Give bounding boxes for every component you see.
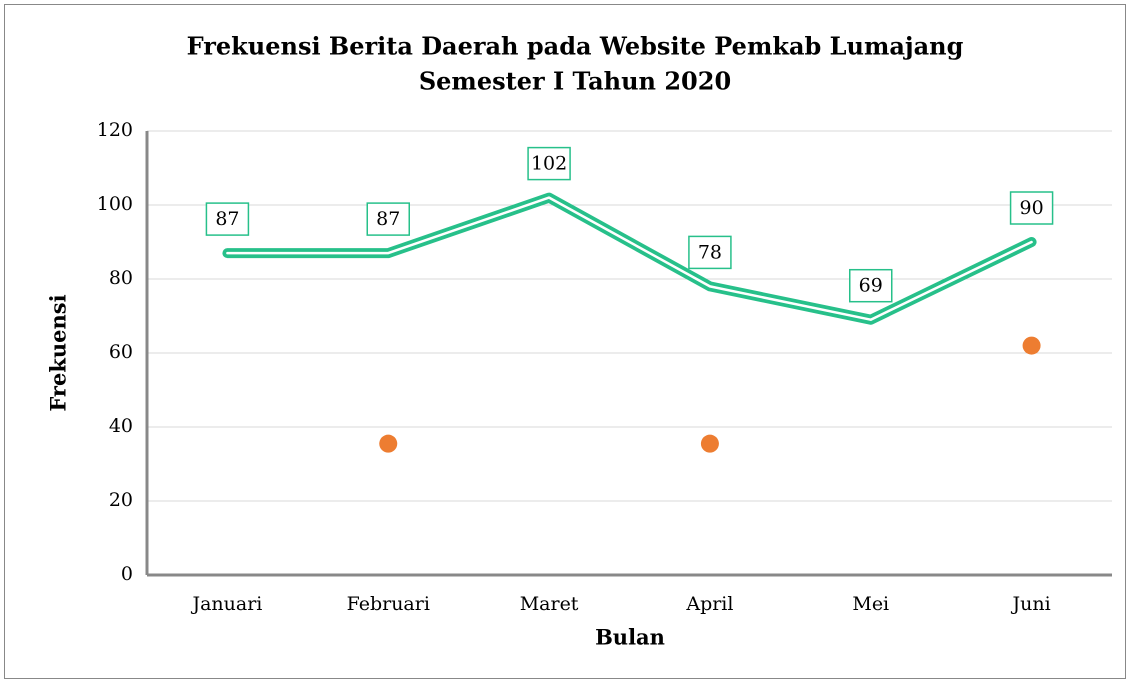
data-label: 87 xyxy=(215,208,239,230)
chart-subtitle: Semester I Tahun 2020 xyxy=(419,67,731,96)
data-label-box xyxy=(366,202,410,236)
data-label: 69 xyxy=(859,275,883,297)
marker xyxy=(379,434,398,453)
marker xyxy=(1022,336,1041,355)
data-label: 78 xyxy=(698,241,722,263)
marker xyxy=(700,434,719,453)
data-label: 102 xyxy=(531,153,567,175)
x-tick-label: April xyxy=(685,593,733,615)
data-label-box xyxy=(688,235,732,270)
x-tick-label: Juni xyxy=(1010,593,1050,615)
x-tick-label: Maret xyxy=(520,593,579,615)
y-tick-label: 0 xyxy=(121,563,133,585)
y-tick-label: 20 xyxy=(109,489,133,511)
data-label: 90 xyxy=(1019,197,1043,219)
x-tick-label: Mei xyxy=(852,593,889,615)
y-tick-label: 60 xyxy=(109,341,133,363)
frame xyxy=(4,4,1126,679)
x-tick-label: Februari xyxy=(347,593,430,615)
x-axis-title: Bulan xyxy=(595,625,665,650)
y-tick-label: 100 xyxy=(97,193,133,215)
y-tick-label: 40 xyxy=(109,415,133,437)
chart-title: Frekuensi Berita Daerah pada Website Pem… xyxy=(187,32,964,61)
y-axis-title: Frekuensi xyxy=(46,294,71,411)
data-label-box xyxy=(1009,191,1054,225)
y-tick-label: 80 xyxy=(109,267,133,289)
data-label: 87 xyxy=(376,208,400,230)
data-label-box xyxy=(527,146,571,181)
data-label-box xyxy=(849,268,893,303)
data-label-box xyxy=(205,202,250,236)
line-inner xyxy=(226,196,1033,321)
y-tick-label: 120 xyxy=(97,119,133,141)
x-tick-label: Januari xyxy=(190,593,262,615)
